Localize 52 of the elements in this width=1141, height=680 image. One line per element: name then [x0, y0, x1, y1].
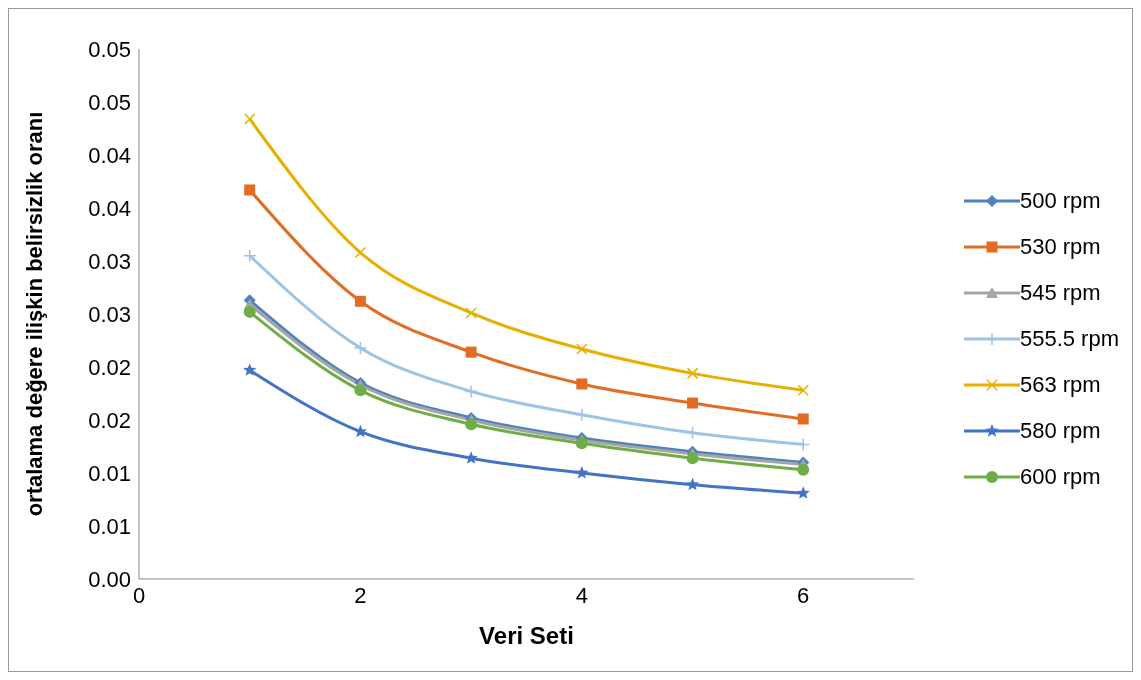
y-tick-label: 0.04	[88, 195, 131, 221]
point	[243, 305, 256, 318]
x-tick-label: 0	[132, 582, 146, 608]
point	[576, 343, 588, 355]
point	[354, 384, 367, 397]
point	[465, 346, 477, 358]
legend-label: 530 rpm	[1019, 234, 1101, 260]
y-tick-label: 0.01	[88, 460, 131, 486]
y-tick-label: 0.00	[88, 566, 131, 592]
legend-label: 555.5 rpm	[1019, 326, 1119, 352]
legend-label: 500 rpm	[1019, 188, 1101, 214]
y-tick-label: 0.02	[88, 407, 131, 433]
point	[243, 363, 257, 376]
point	[576, 378, 588, 390]
point	[685, 477, 700, 491]
point	[465, 418, 478, 431]
legend-label: 545 rpm	[1019, 280, 1101, 306]
y-tick-label: 0.05	[88, 36, 131, 62]
point	[244, 184, 256, 196]
point	[796, 486, 810, 499]
point	[797, 413, 809, 425]
y-tick-label: 0.02	[88, 354, 131, 380]
y-tick-label: 0.05	[88, 89, 131, 115]
x-tick-label: 6	[797, 582, 810, 608]
x-tick-label: 2	[354, 582, 367, 608]
point	[575, 466, 589, 479]
legend-label: 580 rpm	[1019, 418, 1101, 444]
point	[575, 407, 589, 422]
legend-label: 563 rpm	[1019, 372, 1101, 398]
y-axis-title: ortalama değere ilişkin belirsizlik oranı	[21, 111, 47, 517]
point	[575, 437, 588, 450]
point	[797, 463, 810, 476]
point	[687, 397, 699, 409]
y-tick-label: 0.01	[88, 513, 131, 539]
y-tick-label: 0.03	[88, 248, 131, 274]
point	[353, 341, 368, 355]
x-tick-label: 4	[575, 582, 588, 608]
point	[464, 384, 478, 399]
point	[797, 384, 809, 397]
point	[686, 367, 699, 380]
point	[686, 452, 699, 465]
y-tick-label: 0.03	[88, 301, 131, 327]
point	[796, 437, 810, 452]
point	[243, 113, 256, 125]
point	[464, 451, 478, 464]
point	[353, 424, 368, 438]
point	[465, 307, 477, 319]
point	[242, 248, 257, 263]
point	[354, 295, 366, 307]
x-axis-title: Veri Seti	[479, 622, 574, 649]
y-tick-label: 0.04	[88, 142, 131, 168]
legend-label: 600 rpm	[1019, 464, 1101, 490]
